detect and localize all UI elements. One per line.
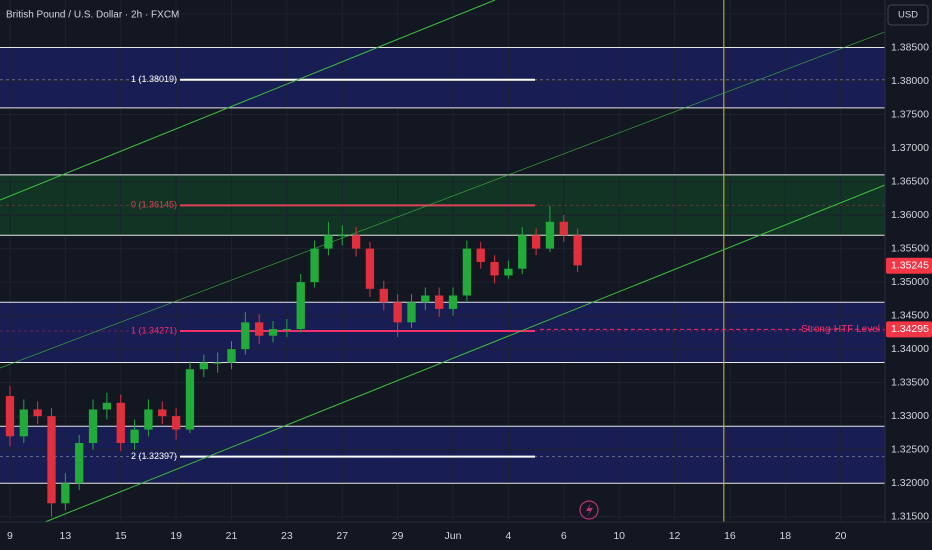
candle-body — [88, 409, 98, 443]
candle-body — [241, 322, 250, 350]
candle-body — [435, 295, 444, 309]
candle-body — [490, 262, 499, 276]
price-tag-label: 1.35245 — [891, 259, 929, 271]
currency-label[interactable]: USD — [898, 10, 918, 21]
candle-body — [462, 248, 472, 296]
x-tick-label: 20 — [835, 530, 847, 542]
fib-level-label: 1 (1.34271) — [131, 325, 177, 335]
candle-body — [448, 295, 458, 309]
price-tag — [886, 321, 932, 338]
y-tick-label: 1.34000 — [891, 343, 929, 355]
candle-body — [227, 349, 236, 363]
chart-title: British Pound / U.S. Dollar · 2h · FXCM — [6, 10, 179, 21]
x-tick-label: 16 — [724, 530, 736, 542]
x-tick-label: 19 — [170, 530, 182, 542]
candle-body — [531, 235, 541, 249]
y-tick-label: 1.37000 — [891, 142, 929, 154]
candle-body — [324, 235, 333, 249]
candle-body — [47, 416, 56, 504]
candle-body — [407, 302, 416, 323]
candle-body — [393, 302, 402, 323]
candle-body — [365, 248, 375, 289]
candle-body — [116, 402, 125, 443]
y-tick-label: 1.36000 — [891, 209, 929, 221]
x-tick-label: 18 — [779, 530, 791, 542]
axes: 1.390001.385001.380001.375001.370001.365… — [7, 8, 932, 542]
x-tick-label: 10 — [613, 530, 625, 542]
fib-level-label: 2 (1.32397) — [131, 451, 177, 461]
candle-body — [518, 235, 527, 269]
candle-body — [185, 369, 195, 430]
x-tick-label: 13 — [60, 530, 72, 542]
x-tick-label: 29 — [392, 530, 404, 542]
y-tick-label: 1.36500 — [891, 175, 929, 187]
candle-body — [338, 235, 347, 237]
candle-body — [379, 288, 388, 303]
price-tag — [886, 257, 932, 274]
candle-body — [310, 248, 319, 283]
candle-body — [296, 282, 305, 330]
x-tick-label: 27 — [336, 530, 348, 542]
price-tag-label: 1.34295 — [891, 323, 929, 335]
candle-body — [351, 235, 361, 249]
y-tick-label: 1.33500 — [891, 376, 929, 388]
y-tick-label: 1.33000 — [891, 410, 929, 422]
x-tick-label: 15 — [115, 530, 127, 542]
x-tick-label: Jun — [445, 530, 462, 542]
candle-body — [476, 248, 485, 263]
plot-area: 1 (1.38019) 0 (1.36145) 1 (1.34271) 2 (1.32… — [0, 0, 885, 522]
y-tick-label: 1.38000 — [891, 75, 929, 87]
channel-line — [0, 0, 496, 201]
zone — [0, 426, 885, 484]
y-tick-label: 1.34500 — [891, 309, 929, 321]
candle-body — [102, 402, 112, 410]
x-tick-label: 12 — [669, 530, 681, 542]
x-tick-label: 23 — [281, 530, 293, 542]
y-tick-label: 1.37500 — [891, 108, 929, 120]
currency-button[interactable] — [887, 4, 929, 26]
candle-body — [171, 416, 181, 430]
x-tick-label: 21 — [226, 530, 238, 542]
event-icon-bolt — [586, 503, 593, 517]
candle-body — [33, 409, 42, 417]
channel-line — [0, 13, 932, 369]
candle-body — [213, 362, 222, 364]
candle-body — [268, 329, 278, 336]
price-axis — [885, 0, 932, 550]
candle-body — [545, 221, 555, 249]
candle-body — [19, 409, 28, 437]
candle-body — [255, 322, 264, 336]
htf-level-label: Strong-HTF Level — [801, 324, 880, 335]
x-tick-label: 4 — [505, 530, 511, 542]
y-tick-label: 1.38500 — [891, 41, 929, 53]
x-tick-label: 9 — [7, 530, 13, 542]
candle-body — [282, 329, 292, 331]
y-tick-label: 1.32500 — [891, 443, 929, 455]
fib-level-label: 0 (1.36145) — [131, 200, 177, 210]
y-tick-label: 1.35000 — [891, 276, 929, 288]
candle-body — [504, 268, 513, 276]
candle-body — [75, 442, 84, 484]
candle-body — [5, 396, 15, 437]
candle-body — [559, 221, 568, 236]
candle-body — [199, 362, 208, 370]
y-tick-label: 1.35500 — [891, 242, 929, 254]
x-tick-label: 6 — [561, 530, 567, 542]
zone — [0, 47, 885, 108]
y-tick-label: 1.32000 — [891, 477, 929, 489]
overlay: Strong-HTF Level — [5, 205, 885, 517]
candle-body — [573, 235, 582, 266]
y-tick-label: 1.31500 — [891, 510, 929, 522]
candle-body — [421, 295, 430, 303]
channel-line — [44, 184, 886, 523]
candle-body — [130, 429, 139, 443]
fib-level-label: 1 (1.38019) — [131, 74, 177, 84]
candle-body — [144, 409, 153, 430]
time-axis — [0, 522, 885, 550]
candle-body — [158, 409, 167, 417]
candle-body — [61, 483, 70, 504]
event-icon[interactable] — [579, 500, 599, 520]
